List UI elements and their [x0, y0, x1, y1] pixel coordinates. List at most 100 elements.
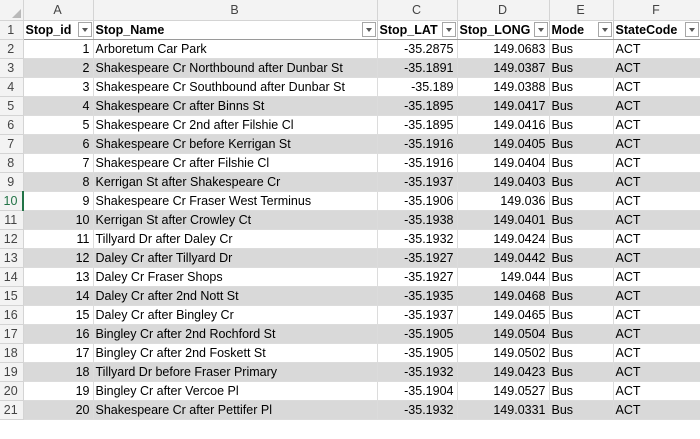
cell-statecode[interactable]: ACT	[613, 134, 700, 154]
cell-stop-long[interactable]: 149.0423	[457, 362, 550, 382]
cell-mode[interactable]: Bus	[549, 286, 614, 306]
cell-stop-lat[interactable]: -35.1891	[377, 58, 458, 78]
row-header[interactable]: 17	[0, 324, 24, 344]
cell-stop-name[interactable]: Shakespeare Cr Northbound after Dunbar S…	[93, 58, 378, 78]
cell-stop-long[interactable]: 149.036	[457, 191, 550, 211]
cell-stop-long[interactable]: 149.0683	[457, 39, 550, 59]
cell-stop-id[interactable]: 15	[23, 305, 94, 325]
cell-stop-lat[interactable]: -35.1938	[377, 210, 458, 230]
cell-mode[interactable]: Bus	[549, 115, 614, 135]
row-header[interactable]: 12	[0, 229, 24, 249]
cell-stop-long[interactable]: 149.0387	[457, 58, 550, 78]
cell-stop-id[interactable]: 6	[23, 134, 94, 154]
cell-stop-lat[interactable]: -35.1905	[377, 343, 458, 363]
cell-statecode[interactable]: ACT	[613, 115, 700, 135]
cell-stop-lat[interactable]: -35.1932	[377, 362, 458, 382]
cell-mode[interactable]: Bus	[549, 248, 614, 268]
cell-stop-lat[interactable]: -35.1932	[377, 229, 458, 249]
cell-stop-name[interactable]: Bingley Cr after Vercoe Pl	[93, 381, 378, 401]
cell-mode[interactable]: Bus	[549, 153, 614, 173]
cell-stop-name[interactable]: Daley Cr after 2nd Nott St	[93, 286, 378, 306]
cell-stop-long[interactable]: 149.0416	[457, 115, 550, 135]
cell-stop-name[interactable]: Kerrigan St after Shakespeare Cr	[93, 172, 378, 192]
column-header-a[interactable]: A	[23, 0, 94, 21]
cell-statecode[interactable]: ACT	[613, 286, 700, 306]
header-cell-statecode[interactable]: StateCode	[613, 20, 700, 40]
header-cell-mode[interactable]: Mode	[549, 20, 614, 40]
cell-stop-long[interactable]: 149.044	[457, 267, 550, 287]
row-header[interactable]: 4	[0, 77, 24, 97]
cell-stop-long[interactable]: 149.0442	[457, 248, 550, 268]
cell-stop-name[interactable]: Shakespeare Cr before Kerrigan St	[93, 134, 378, 154]
cell-stop-name[interactable]: Shakespeare Cr Fraser West Terminus	[93, 191, 378, 211]
cell-mode[interactable]: Bus	[549, 77, 614, 97]
row-header[interactable]: 3	[0, 58, 24, 78]
cell-mode[interactable]: Bus	[549, 324, 614, 344]
cell-stop-name[interactable]: Shakespeare Cr after Filshie Cl	[93, 153, 378, 173]
filter-dropdown-icon[interactable]	[361, 21, 376, 37]
cell-stop-name[interactable]: Shakespeare Cr Southbound after Dunbar S…	[93, 77, 378, 97]
cell-stop-long[interactable]: 149.0468	[457, 286, 550, 306]
cell-mode[interactable]: Bus	[549, 58, 614, 78]
cell-statecode[interactable]: ACT	[613, 153, 700, 173]
cell-stop-long[interactable]: 149.0404	[457, 153, 550, 173]
header-cell-stop-lat[interactable]: Stop_LAT	[377, 20, 458, 40]
row-header[interactable]: 8	[0, 153, 24, 173]
header-cell-stop-long[interactable]: Stop_LONG	[457, 20, 550, 40]
filter-dropdown-icon[interactable]	[441, 21, 456, 37]
cell-statecode[interactable]: ACT	[613, 248, 700, 268]
cell-stop-lat[interactable]: -35.1916	[377, 134, 458, 154]
cell-mode[interactable]: Bus	[549, 134, 614, 154]
cell-stop-lat[interactable]: -35.1895	[377, 96, 458, 116]
cell-stop-long[interactable]: 149.0388	[457, 77, 550, 97]
cell-mode[interactable]: Bus	[549, 172, 614, 192]
cell-statecode[interactable]: ACT	[613, 210, 700, 230]
row-header[interactable]: 9	[0, 172, 24, 192]
cell-statecode[interactable]: ACT	[613, 381, 700, 401]
filter-dropdown-icon[interactable]	[684, 21, 699, 37]
select-all-corner[interactable]	[0, 0, 24, 21]
cell-statecode[interactable]: ACT	[613, 77, 700, 97]
cell-stop-lat[interactable]: -35.2875	[377, 39, 458, 59]
cell-stop-lat[interactable]: -35.1904	[377, 381, 458, 401]
cell-stop-long[interactable]: 149.0504	[457, 324, 550, 344]
cell-mode[interactable]: Bus	[549, 210, 614, 230]
column-header-b[interactable]: B	[93, 0, 378, 21]
cell-stop-id[interactable]: 13	[23, 267, 94, 287]
cell-stop-lat[interactable]: -35.1927	[377, 248, 458, 268]
cell-statecode[interactable]: ACT	[613, 267, 700, 287]
cell-stop-id[interactable]: 17	[23, 343, 94, 363]
cell-stop-name[interactable]: Daley Cr after Tillyard Dr	[93, 248, 378, 268]
cell-stop-id[interactable]: 18	[23, 362, 94, 382]
cell-stop-lat[interactable]: -35.1927	[377, 267, 458, 287]
cell-statecode[interactable]: ACT	[613, 96, 700, 116]
row-header[interactable]: 13	[0, 248, 24, 268]
cell-mode[interactable]: Bus	[549, 267, 614, 287]
cell-stop-long[interactable]: 149.0502	[457, 343, 550, 363]
row-header[interactable]: 7	[0, 134, 24, 154]
cell-stop-id[interactable]: 8	[23, 172, 94, 192]
filter-dropdown-icon[interactable]	[533, 21, 548, 37]
cell-stop-lat[interactable]: -35.1906	[377, 191, 458, 211]
cell-stop-id[interactable]: 16	[23, 324, 94, 344]
cell-stop-long[interactable]: 149.0405	[457, 134, 550, 154]
cell-stop-long[interactable]: 149.0417	[457, 96, 550, 116]
cell-stop-long[interactable]: 149.0465	[457, 305, 550, 325]
cell-stop-name[interactable]: Tillyard Dr before Fraser Primary	[93, 362, 378, 382]
cell-stop-name[interactable]: Arboretum Car Park	[93, 39, 378, 59]
cell-statecode[interactable]: ACT	[613, 324, 700, 344]
cell-stop-lat[interactable]: -35.1905	[377, 324, 458, 344]
cell-mode[interactable]: Bus	[549, 96, 614, 116]
cell-mode[interactable]: Bus	[549, 39, 614, 59]
row-header[interactable]: 19	[0, 362, 24, 382]
cell-stop-long[interactable]: 149.0401	[457, 210, 550, 230]
row-header[interactable]: 5	[0, 96, 24, 116]
cell-stop-id[interactable]: 12	[23, 248, 94, 268]
cell-statecode[interactable]: ACT	[613, 229, 700, 249]
cell-stop-name[interactable]: Shakespeare Cr 2nd after Filshie Cl	[93, 115, 378, 135]
cell-stop-id[interactable]: 7	[23, 153, 94, 173]
cell-stop-name[interactable]: Shakespeare Cr after Binns St	[93, 96, 378, 116]
row-header[interactable]: 21	[0, 400, 24, 420]
row-header[interactable]: 20	[0, 381, 24, 401]
row-header[interactable]: 18	[0, 343, 24, 363]
